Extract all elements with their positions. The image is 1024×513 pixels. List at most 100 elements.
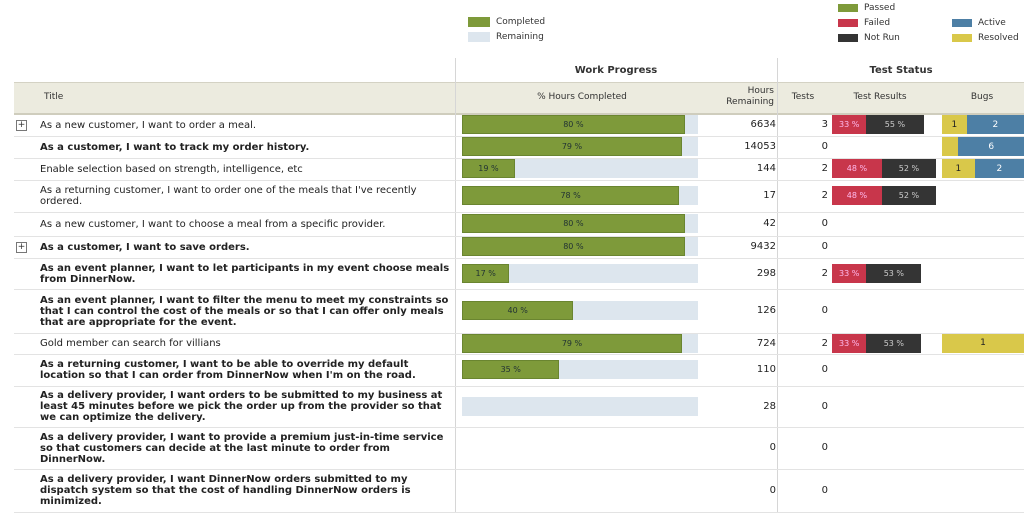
- progress-label: 79 %: [561, 338, 583, 348]
- bugs-resolved-segment: 1: [942, 115, 967, 134]
- progress-bar: 79 %: [462, 137, 698, 156]
- table-row[interactable]: Gold member can search for villians 79 % 7…: [14, 333, 1024, 355]
- work-progress-legend: Completed Remaining: [468, 14, 545, 44]
- legend-failed-label: Failed: [864, 17, 891, 28]
- bugs-bar: 1: [942, 333, 1024, 353]
- hours-remaining: 42: [763, 218, 776, 229]
- col-hours-remaining[interactable]: Hours Remaining: [726, 86, 774, 107]
- progress-label: 35 %: [500, 365, 521, 374]
- hours-remaining: 0: [769, 484, 776, 496]
- progress-bar: 80 %: [462, 214, 698, 233]
- progress-fill: [462, 186, 680, 205]
- row-title[interactable]: As an event planner, I want to let parti…: [40, 262, 450, 285]
- tests-count: 0: [821, 484, 828, 496]
- legend-completed-label: Completed: [496, 16, 546, 27]
- col-bugs[interactable]: Bugs: [970, 92, 994, 102]
- row-title[interactable]: As a new customer, I want to order a mea…: [40, 119, 257, 131]
- legend-remaining-label: Remaining: [496, 31, 544, 42]
- bugs-active-segment: 2: [974, 159, 1024, 178]
- progress-fill: [462, 214, 685, 233]
- tests-count: 0: [821, 218, 828, 229]
- legend-resolved-label: Resolved: [978, 32, 1019, 43]
- hours-remaining: 0: [769, 442, 776, 453]
- progress-label: [462, 397, 698, 416]
- test-failed-segment: 33 %: [832, 333, 867, 353]
- bugs-resolved-segment: [942, 137, 959, 156]
- row-title[interactable]: As a delivery provider, I want DinnerNow…: [40, 474, 411, 507]
- bugs-resolved-segment: 1: [942, 159, 975, 178]
- progress-label: 40 %: [507, 306, 528, 315]
- test-results-bar: 33 % 53 %: [832, 263, 936, 283]
- test-notrun-segment: 53 %: [866, 263, 922, 283]
- tests-count: 3: [821, 119, 828, 130]
- row-title[interactable]: As a customer, I want to track my order …: [40, 141, 310, 153]
- progress-label: 78 %: [560, 191, 581, 200]
- row-title[interactable]: As an event planner, I want to filter th…: [40, 294, 449, 328]
- table-row[interactable]: As an event planner, I want to filter th…: [14, 289, 1024, 334]
- table-row[interactable]: + As a new customer, I want to order a me…: [14, 114, 1024, 137]
- hours-remaining: 298: [756, 267, 776, 279]
- row-title[interactable]: As a delivery provider, I want orders to…: [40, 390, 443, 423]
- table-row[interactable]: + As a customer, I want to save orders. 80…: [14, 236, 1024, 259]
- hours-remaining: 9432: [750, 241, 776, 252]
- legend-passed: Passed: [838, 0, 900, 15]
- table-row[interactable]: As an event planner, I want to let parti…: [14, 258, 1024, 290]
- hours-remaining: 724: [756, 337, 776, 349]
- table-row[interactable]: Enable selection based on strength, inte…: [14, 158, 1024, 181]
- legend-remaining: Remaining: [468, 29, 545, 44]
- test-status-legend: Passed Failed Not Run: [838, 0, 900, 45]
- table-row[interactable]: As a new customer, I want to choose a me…: [14, 212, 1024, 237]
- expand-icon[interactable]: +: [16, 242, 27, 253]
- table-row[interactable]: As a customer, I want to track my order …: [14, 136, 1024, 159]
- legend-active-label: Active: [978, 17, 1006, 28]
- test-results-bar: 48 % 52 %: [832, 186, 936, 205]
- bug-legend: Active Resolved: [952, 15, 1019, 45]
- not-run-swatch: [838, 33, 858, 42]
- tests-count: 2: [821, 267, 828, 279]
- legend-passed-label: Passed: [864, 2, 896, 13]
- failed-swatch: [838, 18, 858, 27]
- test-results-bar: 33 % 55 %: [832, 115, 936, 134]
- test-failed-segment: 48 %: [832, 186, 882, 205]
- progress-label: 80 %: [563, 219, 584, 228]
- hours-remaining: 14053: [744, 141, 776, 152]
- expand-icon[interactable]: +: [16, 120, 27, 131]
- hours-remaining: 110: [756, 364, 776, 375]
- row-title[interactable]: As a returning customer, I want to order…: [40, 185, 417, 207]
- progress-fill: [462, 137, 682, 156]
- row-title[interactable]: As a customer, I want to save orders.: [40, 241, 250, 253]
- progress-bar: 79 %: [462, 333, 698, 353]
- col-test-results[interactable]: Test Results: [853, 92, 907, 102]
- progress-label: 19 %: [478, 164, 499, 173]
- row-title[interactable]: Enable selection based on strength, inte…: [40, 163, 303, 175]
- row-title[interactable]: As a returning customer, I want to be ab…: [40, 359, 416, 381]
- resolved-swatch: [952, 33, 972, 42]
- separator: [455, 58, 456, 512]
- test-failed-segment: 48 %: [832, 159, 882, 178]
- test-notrun-segment: 52 %: [881, 159, 936, 178]
- tests-count: 2: [821, 163, 828, 174]
- table-row[interactable]: As a delivery provider, I want DinnerNow…: [14, 469, 1024, 513]
- completed-swatch: [468, 16, 490, 27]
- separator: [777, 58, 778, 512]
- col-title[interactable]: Title: [44, 92, 64, 102]
- tests-count: 2: [821, 190, 828, 201]
- table-row[interactable]: As a delivery provider, I want orders to…: [14, 386, 1024, 428]
- table-row[interactable]: As a delivery provider, I want to provid…: [14, 427, 1024, 470]
- table-row[interactable]: As a returning customer, I want to be ab…: [14, 354, 1024, 387]
- row-title[interactable]: As a new customer, I want to choose a me…: [40, 218, 386, 230]
- tests-count: 0: [821, 141, 828, 152]
- test-failed-segment: 33 %: [832, 263, 867, 283]
- progress-fill: [462, 115, 685, 134]
- work-progress-header: Work Progress: [574, 65, 658, 76]
- table-row[interactable]: As a returning customer, I want to order…: [14, 180, 1024, 213]
- col-tests[interactable]: Tests: [791, 92, 815, 102]
- progress-label: 17 %: [475, 268, 496, 278]
- row-title[interactable]: Gold member can search for villians: [40, 338, 221, 349]
- test-failed-segment: 33 %: [832, 115, 867, 134]
- progress-fill: [462, 301, 574, 320]
- test-notrun-segment: 52 %: [881, 186, 936, 205]
- hours-remaining: 144: [756, 163, 776, 174]
- col-pct-hours[interactable]: % Hours Completed: [537, 92, 627, 102]
- row-title[interactable]: As a delivery provider, I want to provid…: [40, 431, 444, 465]
